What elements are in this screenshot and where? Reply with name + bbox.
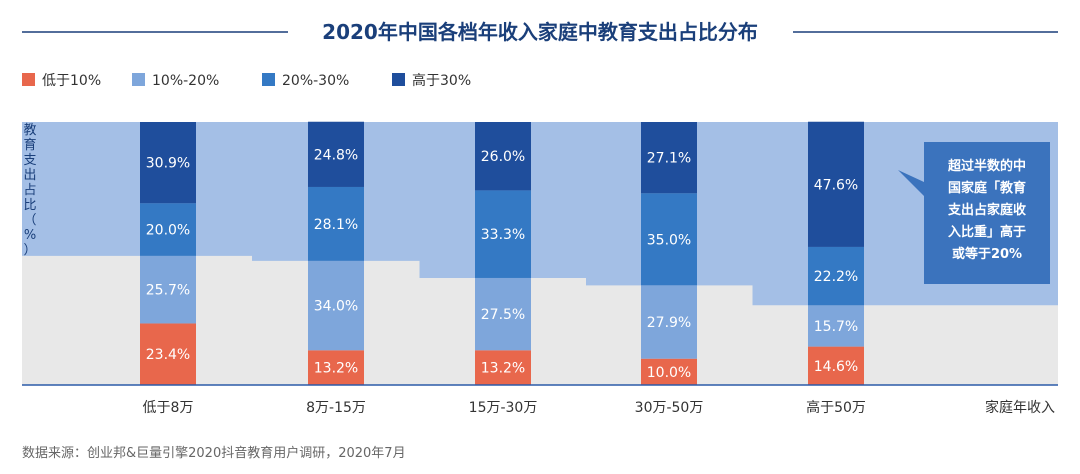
data-label: 27.5%: [481, 307, 525, 323]
data-label: 10.0%: [647, 365, 691, 381]
category-label: 8万-15万: [306, 400, 366, 416]
background-lower: [22, 255, 1058, 385]
data-label: 13.2%: [481, 361, 525, 377]
legend-swatch: [22, 73, 35, 86]
bar-segment: [140, 255, 196, 324]
legend-swatch: [262, 73, 275, 86]
callout-text: 超过半数的中国家庭「教育支出占家庭收入比重」高于或等于20%: [947, 158, 1027, 262]
data-label: 35.0%: [647, 232, 691, 248]
legend-swatch: [132, 73, 145, 86]
category-labels: 低于8万 8万-15万 15万-30万 30万-50万 高于50万: [143, 399, 866, 416]
category-label: 高于50万: [806, 399, 866, 416]
bar-segment: [475, 277, 531, 351]
legend-label: 10%-20%: [152, 73, 219, 89]
data-label: 13.2%: [314, 361, 358, 377]
legend: 低于10% 10%-20% 20%-30% 高于30%: [22, 72, 471, 89]
data-label: 26.0%: [481, 149, 525, 165]
bar-segment: [308, 260, 364, 351]
category-label: 低于8万: [143, 400, 194, 416]
source-note: 数据来源：创业邦&巨量引擎2020抖音教育用户调研，2020年7月: [22, 445, 406, 461]
data-label: 28.1%: [314, 217, 358, 233]
annotation-callout: 超过半数的中国家庭「教育支出占家庭收入比重」高于或等于20%: [898, 142, 1050, 284]
data-label: 34.0%: [314, 299, 358, 315]
data-label: 22.2%: [814, 269, 858, 285]
category-label: 15万-30万: [469, 400, 538, 416]
legend-label: 低于10%: [42, 73, 101, 89]
category-label: 30万-50万: [635, 400, 704, 416]
chart-title: 2020年中国各档年收入家庭中教育支出占比分布: [322, 20, 758, 44]
bar-segment: [140, 122, 196, 204]
bar-segment: [308, 186, 364, 261]
data-label: 15.7%: [814, 319, 858, 335]
bar-segment: [641, 193, 697, 286]
bar-segment: [808, 346, 864, 385]
bar-segment: [641, 285, 697, 359]
bar-segment: [475, 122, 531, 191]
bar-segment: [308, 121, 364, 187]
data-label: 30.9%: [146, 156, 190, 172]
legend-swatch: [392, 73, 405, 86]
bar-segment: [641, 122, 697, 194]
legend-label: 高于30%: [412, 72, 471, 89]
bar-segment: [308, 350, 364, 385]
bar-segment: [140, 203, 196, 256]
legend-label: 20%-30%: [282, 73, 349, 89]
data-label: 25.7%: [146, 283, 190, 299]
bar-segment: [475, 350, 531, 385]
bars: 23.4% 25.7% 20.0% 30.9% 13.2% 34.0% 28.1% 24.8%…: [140, 121, 864, 385]
data-label: 24.8%: [314, 147, 358, 163]
bar-segment: [641, 358, 697, 385]
data-label: 20.0%: [146, 223, 190, 239]
data-label: 27.9%: [647, 315, 691, 331]
bar-segment: [808, 305, 864, 347]
bar-segment: [140, 323, 196, 385]
bar-segment: [808, 121, 864, 247]
callout-box: [898, 142, 1050, 284]
y-axis-label-text: 教育支出占比（%）: [23, 122, 36, 258]
y-axis-label: 教育支出占比（%）: [23, 122, 36, 258]
data-label: 23.4%: [146, 347, 190, 363]
x-axis-label: 家庭年收入: [985, 399, 1055, 416]
bar-segment: [808, 246, 864, 306]
data-label: 14.6%: [814, 359, 858, 375]
data-label: 27.1%: [647, 151, 691, 167]
data-label: 47.6%: [814, 177, 858, 193]
bar-segment: [475, 190, 531, 278]
data-label: 33.3%: [481, 227, 525, 243]
